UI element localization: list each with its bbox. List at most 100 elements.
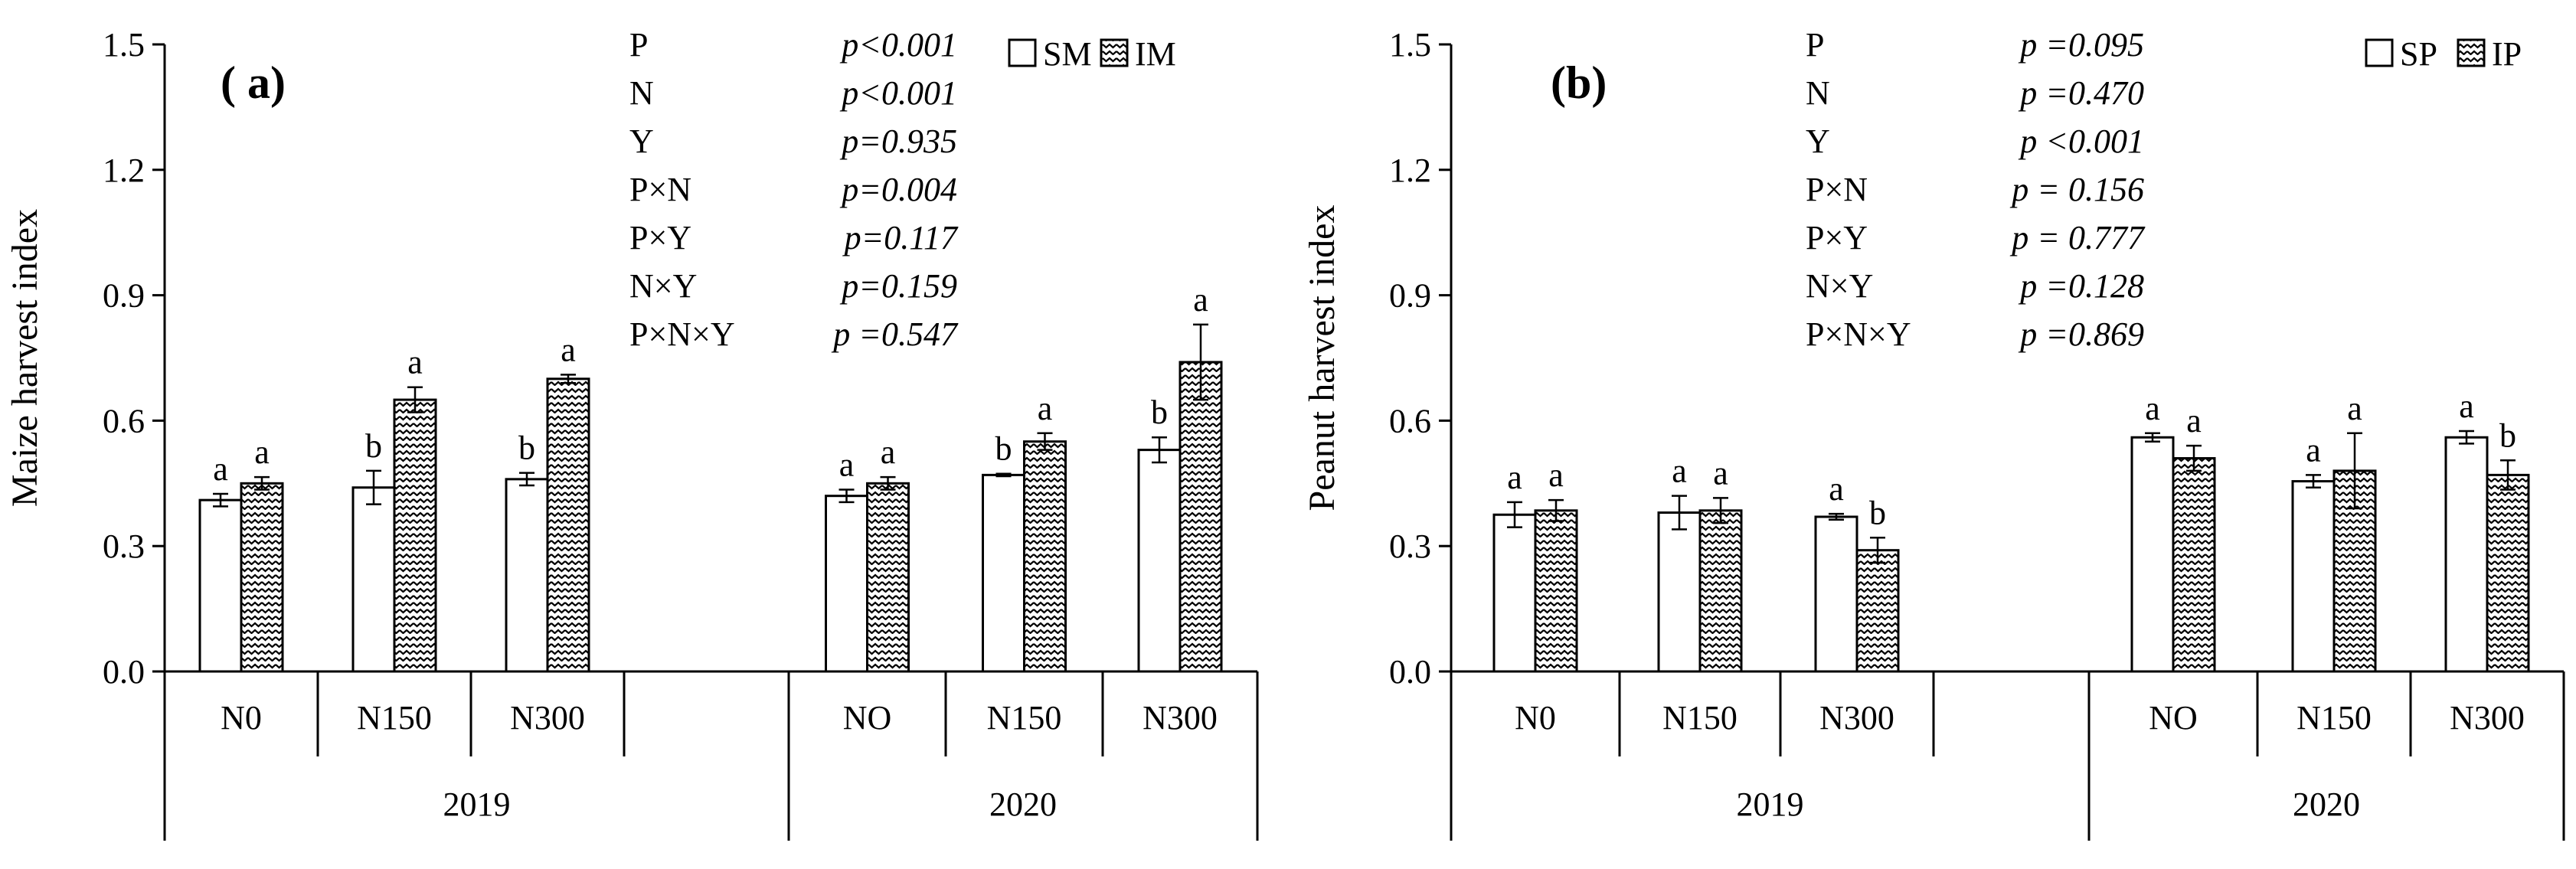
bar-SP <box>1659 513 1700 671</box>
bar-SM <box>1139 450 1180 671</box>
legend-swatch-SM <box>1009 40 1035 66</box>
stat-p-value: p =0.095 <box>2018 26 2144 64</box>
stat-term: P×Y <box>629 219 691 256</box>
stat-term: P×Y <box>1806 219 1868 256</box>
significance-letter: b <box>518 430 535 467</box>
x-category-label: N300 <box>510 699 585 737</box>
legend-label: IP <box>2492 35 2522 73</box>
bar-IM <box>394 400 436 671</box>
panel-label: ( a) <box>221 57 286 108</box>
y-axis-title: Maize harvest index <box>5 209 45 507</box>
stat-term: P <box>629 26 648 64</box>
significance-letter: a <box>2306 431 2321 469</box>
stat-p-value: p<0.001 <box>839 26 957 64</box>
stat-p-value: p =0.869 <box>2018 315 2144 353</box>
x-group-label: 2020 <box>989 786 1057 823</box>
bar-IM <box>241 483 283 671</box>
significance-letter: a <box>839 446 855 483</box>
bar-SM <box>506 479 548 671</box>
significance-letter: a <box>2459 387 2474 425</box>
x-category-label: N300 <box>1143 699 1218 737</box>
stat-term: Y <box>1806 123 1830 160</box>
stat-p-value: p=0.117 <box>842 219 959 256</box>
stat-term: N×Y <box>1806 267 1873 305</box>
y-tick-label: 0.3 <box>103 528 145 565</box>
stat-p-value: p=0.159 <box>839 267 957 305</box>
significance-letter: a <box>881 433 896 471</box>
legend-label: SP <box>2400 35 2437 73</box>
legend-label: SM <box>1043 35 1092 73</box>
stat-term: P×N×Y <box>1806 315 1911 353</box>
bar-IM <box>548 379 589 671</box>
significance-letter: a <box>1193 281 1208 319</box>
bar-IP <box>1857 550 1898 671</box>
significance-letter: a <box>407 344 423 381</box>
x-group-label: 2020 <box>2293 786 2360 823</box>
x-category-label: N300 <box>1819 699 1894 737</box>
stat-term: P <box>1806 26 1824 64</box>
significance-letter: a <box>1829 470 1844 508</box>
x-category-label: N300 <box>2450 699 2525 737</box>
legend-swatch-IP <box>2458 40 2484 66</box>
legend-swatch-IM <box>1101 40 1127 66</box>
x-group-label: 2019 <box>443 786 511 823</box>
stat-p-value: p =0.128 <box>2018 267 2144 305</box>
bar-IP <box>1535 511 1577 671</box>
bar-SM <box>826 496 868 671</box>
chart-panel-a: 0.0 0.3 0.6 0.9 1.2 1.5 Maize harvest index N0 N… <box>5 26 1257 841</box>
bar-IP <box>1700 511 1741 671</box>
y-tick-label: 1.5 <box>1389 26 1431 64</box>
y-tick-label: 0.9 <box>103 277 145 315</box>
significance-letter: a <box>1548 456 1564 494</box>
y-tick-label: 0.3 <box>1389 528 1431 565</box>
stat-term: P×N×Y <box>629 315 735 353</box>
bar-SP <box>1816 517 1857 671</box>
significance-letter: a <box>1672 452 1687 490</box>
figure: 0.00.30.60.91.21.5Maize harvest indexN0 N… <box>0 0 2576 869</box>
legend-swatch-SP <box>2366 40 2392 66</box>
significance-letter: a <box>2347 390 2362 427</box>
significance-letter: a <box>1507 459 1522 496</box>
stat-p-value: p=0.004 <box>839 171 957 208</box>
significance-letter: a <box>2186 402 2202 439</box>
bar-IP <box>2487 475 2529 671</box>
bar-SP <box>2293 482 2334 671</box>
y-tick-label: 0.6 <box>1389 402 1431 439</box>
stat-p-value: p=0.935 <box>839 123 957 160</box>
significance-letter: a <box>213 450 228 488</box>
significance-letter: a <box>2145 390 2160 427</box>
stat-p-value: p =0.470 <box>2018 74 2144 112</box>
stat-term: N×Y <box>629 267 697 305</box>
legend-label: IM <box>1135 35 1176 73</box>
bar-SM <box>353 488 394 671</box>
significance-letter: a <box>1038 390 1053 427</box>
y-axis-title: Peanut harvest index <box>1302 205 1342 511</box>
x-category-label: NO <box>2149 699 2198 737</box>
x-category-label: N150 <box>1662 699 1737 737</box>
y-tick-label: 0.6 <box>103 402 145 439</box>
significance-letter: a <box>561 331 576 368</box>
y-tick-label: 1.2 <box>1389 152 1431 189</box>
y-tick-label: 1.2 <box>103 152 145 189</box>
bar-SP <box>2446 437 2487 671</box>
significance-letter: a <box>254 433 270 471</box>
bar-SP <box>1494 515 1535 671</box>
stat-p-value: p =0.547 <box>831 315 959 353</box>
stat-p-value: p = 0.156 <box>2009 171 2144 208</box>
stat-term: P×N <box>629 171 691 208</box>
stat-p-value: p = 0.777 <box>2009 219 2146 256</box>
significance-letter: b <box>995 430 1012 468</box>
x-category-label: N150 <box>357 699 432 737</box>
stat-p-value: p<0.001 <box>839 74 957 112</box>
x-category-label: N0 <box>221 699 262 737</box>
bar-SM <box>983 475 1025 671</box>
stat-p-value: p <0.001 <box>2018 123 2144 160</box>
stat-term: N <box>629 74 654 112</box>
chart-panel-b: 0.0 0.3 0.6 0.9 1.2 1.5 Peanut harvest index N0… <box>1302 26 2564 841</box>
stat-term: P×N <box>1806 171 1868 208</box>
significance-letter: b <box>2499 417 2516 454</box>
significance-letter: b <box>365 427 382 465</box>
x-category-label: N150 <box>2296 699 2372 737</box>
significance-letter: b <box>1151 394 1168 431</box>
y-tick-label: 1.5 <box>103 26 145 64</box>
